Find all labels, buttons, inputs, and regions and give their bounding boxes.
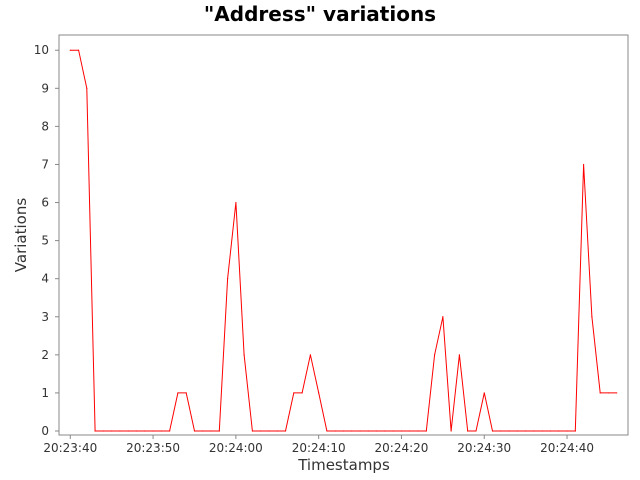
series-layer	[69, 49, 618, 432]
data-point	[533, 430, 535, 432]
data-point	[467, 430, 469, 432]
data-point	[516, 430, 518, 432]
data-point	[591, 316, 593, 318]
data-point	[301, 392, 303, 394]
x-tick-label: 20:24:00	[209, 441, 263, 455]
data-point	[326, 430, 328, 432]
y-tick-label: 0	[41, 424, 49, 438]
y-tick-label: 2	[41, 348, 49, 362]
x-tick-label: 20:23:50	[126, 441, 180, 455]
data-point	[334, 430, 336, 432]
y-tick-label: 6	[41, 196, 49, 210]
data-point	[210, 430, 212, 432]
data-point	[119, 430, 121, 432]
data-point	[599, 392, 601, 394]
data-point	[475, 430, 477, 432]
data-point	[193, 430, 196, 432]
data-point	[442, 316, 444, 318]
data-point	[235, 201, 237, 204]
data-point	[417, 430, 419, 432]
x-axis: 20:23:40 20:23:50 20:24:00 20:24:10 20:24:20…	[43, 435, 594, 455]
data-point	[102, 430, 104, 432]
data-point	[127, 430, 129, 432]
data-point	[450, 430, 452, 432]
x-tick-label: 20:24:40	[540, 441, 594, 455]
data-point	[367, 430, 369, 432]
data-point	[94, 430, 96, 432]
data-point	[425, 430, 427, 432]
y-tick-label: 7	[41, 157, 49, 171]
data-point	[392, 430, 394, 432]
data-point	[583, 163, 585, 166]
data-point	[558, 430, 560, 432]
data-point	[491, 430, 494, 432]
data-point	[160, 430, 162, 432]
x-tick-label: 20:24:20	[375, 441, 429, 455]
data-point	[351, 430, 353, 432]
chart-title: "Address" variations	[204, 2, 436, 26]
data-point	[616, 392, 618, 394]
y-tick-label: 5	[41, 234, 49, 248]
data-point	[384, 430, 386, 432]
x-tick-label: 20:23:40	[43, 441, 97, 455]
data-point	[376, 430, 378, 432]
y-tick-label: 1	[41, 386, 49, 400]
data-point	[566, 430, 568, 432]
y-axis-label: Variations	[12, 198, 30, 273]
data-point	[541, 430, 543, 432]
y-tick-label: 8	[41, 119, 49, 133]
y-tick-label: 4	[41, 272, 49, 286]
data-point	[458, 354, 461, 356]
data-point	[342, 430, 345, 432]
data-point	[69, 49, 71, 51]
x-tick-label: 20:24:10	[292, 441, 346, 455]
data-point	[111, 430, 113, 432]
data-point	[359, 430, 361, 432]
data-point	[483, 392, 485, 394]
data-point	[574, 430, 576, 432]
data-point	[318, 392, 320, 394]
data-point	[549, 430, 552, 432]
data-point	[251, 430, 254, 432]
x-tick-label: 20:24:30	[457, 441, 511, 455]
data-point	[218, 430, 220, 432]
data-point	[177, 392, 179, 394]
data-point	[508, 430, 510, 432]
y-tick-label: 10	[34, 43, 49, 57]
data-point	[144, 430, 146, 432]
data-point	[500, 430, 502, 432]
plot-area	[58, 34, 629, 436]
data-point	[276, 430, 278, 432]
data-point	[202, 430, 204, 432]
data-point	[309, 354, 311, 356]
data-point	[607, 392, 610, 394]
x-axis-label: Timestamps	[297, 456, 390, 474]
data-point	[409, 430, 411, 432]
data-point	[185, 392, 187, 394]
data-point	[243, 354, 245, 356]
data-point	[226, 278, 229, 280]
y-tick-label: 9	[41, 81, 49, 95]
y-axis: 0 1 2 3 4 5 6 7 8 9 10	[34, 43, 59, 438]
data-point	[135, 430, 138, 432]
data-point	[293, 392, 295, 394]
data-point	[525, 430, 527, 432]
data-point	[77, 49, 80, 51]
data-point	[152, 430, 154, 432]
data-point	[400, 430, 403, 432]
data-point	[169, 430, 171, 432]
y-tick-label: 3	[41, 310, 49, 324]
data-point	[284, 430, 287, 432]
data-point	[433, 354, 436, 356]
data-point	[86, 87, 88, 89]
data-point	[268, 430, 270, 432]
data-point	[260, 430, 262, 432]
